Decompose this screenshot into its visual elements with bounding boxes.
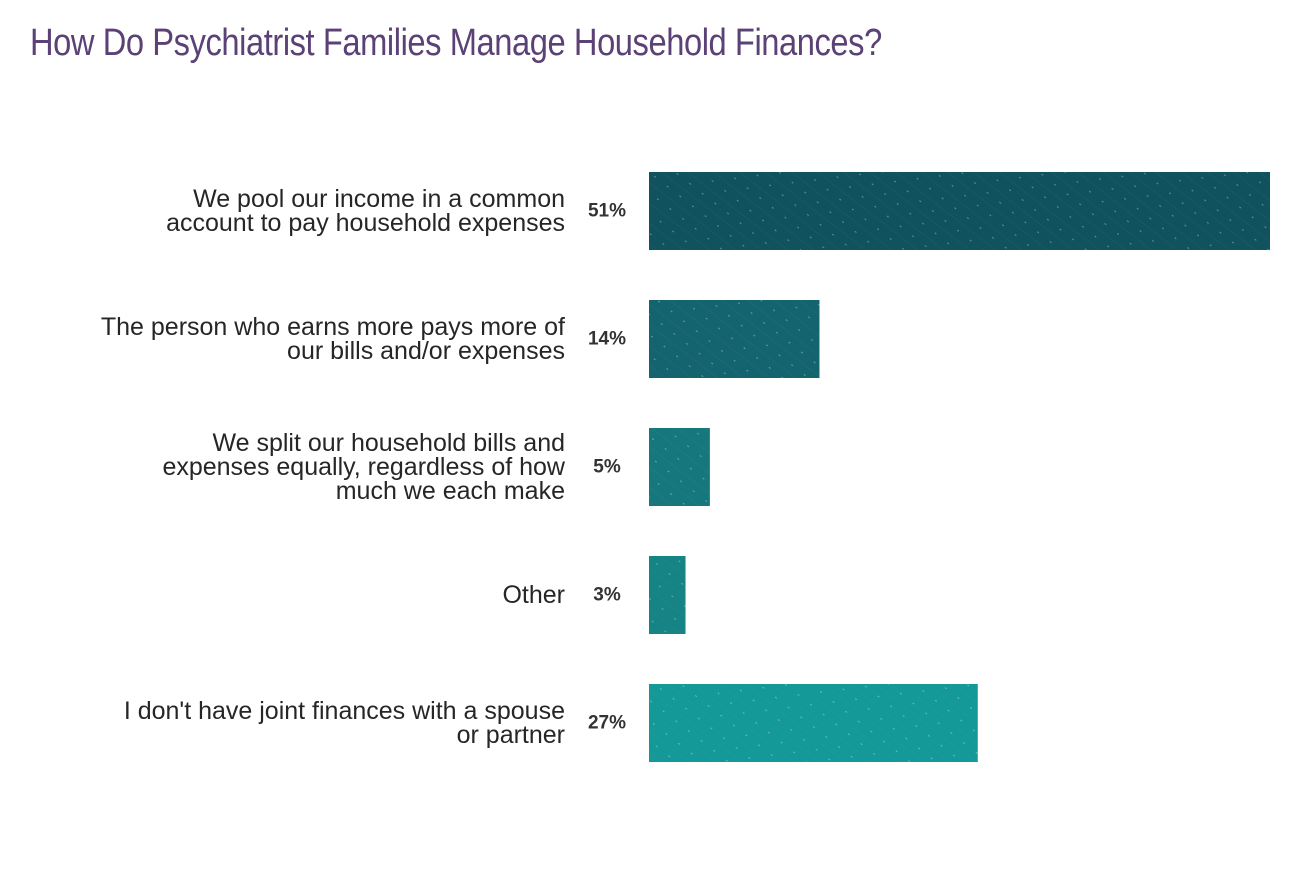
- category-label-3: We split our household bills and expenses…: [162, 429, 565, 505]
- value-label-1: 51%: [588, 201, 626, 222]
- category-label-5: I don't have joint finances with a spous…: [124, 697, 565, 749]
- bar-1: [649, 172, 1270, 250]
- bar-3: [649, 428, 710, 506]
- category-label-4: Other: [502, 581, 565, 609]
- chart-title: How Do Psychiatrist Families Manage Hous…: [30, 22, 882, 64]
- value-label-4: 3%: [593, 585, 621, 606]
- category-label-2: The person who earns more pays more of ou…: [101, 313, 565, 365]
- bar-5: [649, 684, 978, 762]
- bar-4: [649, 556, 686, 634]
- value-label-3: 5%: [593, 457, 621, 478]
- category-label-1: We pool our income in a common account to…: [166, 185, 565, 237]
- bar-2: [649, 300, 820, 378]
- value-label-2: 14%: [588, 329, 626, 350]
- value-label-5: 27%: [588, 713, 626, 734]
